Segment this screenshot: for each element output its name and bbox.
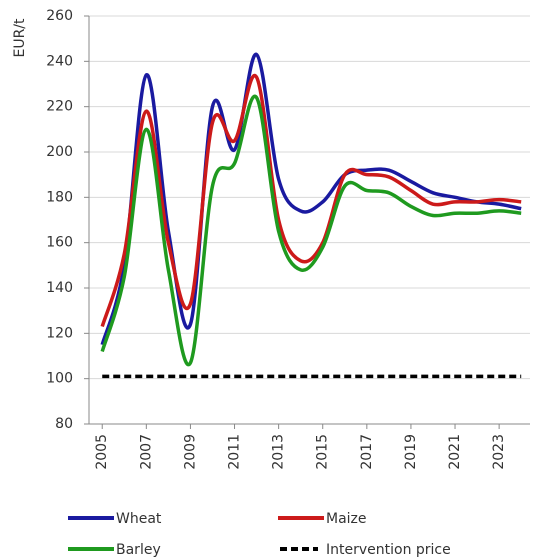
y-tick-label: 120 [46,325,73,341]
x-tick-label: 2005 [94,434,110,470]
y-tick-label: 200 [46,144,73,160]
y-tick-label: 260 [46,8,73,24]
y-tick-label: 160 [46,235,73,251]
x-tick-label: 2017 [359,434,375,470]
x-tick-label: 2013 [271,434,287,470]
x-tick-label: 2021 [447,434,463,470]
series-line [100,52,522,346]
legend-label: Maize [326,511,367,527]
y-axis-label: EUR/t [12,18,28,58]
y-tick-label: 240 [46,53,73,69]
legend-label: Wheat [116,511,162,527]
series-line [100,94,522,367]
x-tick-label: 2011 [227,434,243,470]
x-tick-label: 2007 [138,434,154,470]
x-tick-label: 2023 [491,434,507,470]
x-tick-label: 2009 [182,434,198,470]
y-tick-label: 80 [55,416,73,432]
legend-label: Intervention price [326,542,451,558]
y-tick-label: 220 [46,99,73,115]
legend-label: Barley [116,542,161,558]
x-tick-label: 2019 [403,434,419,470]
x-tick-label: 2015 [315,434,331,470]
y-tick-label: 140 [46,280,73,296]
series-line [100,73,522,328]
y-tick-label: 100 [46,371,73,387]
y-tick-label: 180 [46,189,73,205]
